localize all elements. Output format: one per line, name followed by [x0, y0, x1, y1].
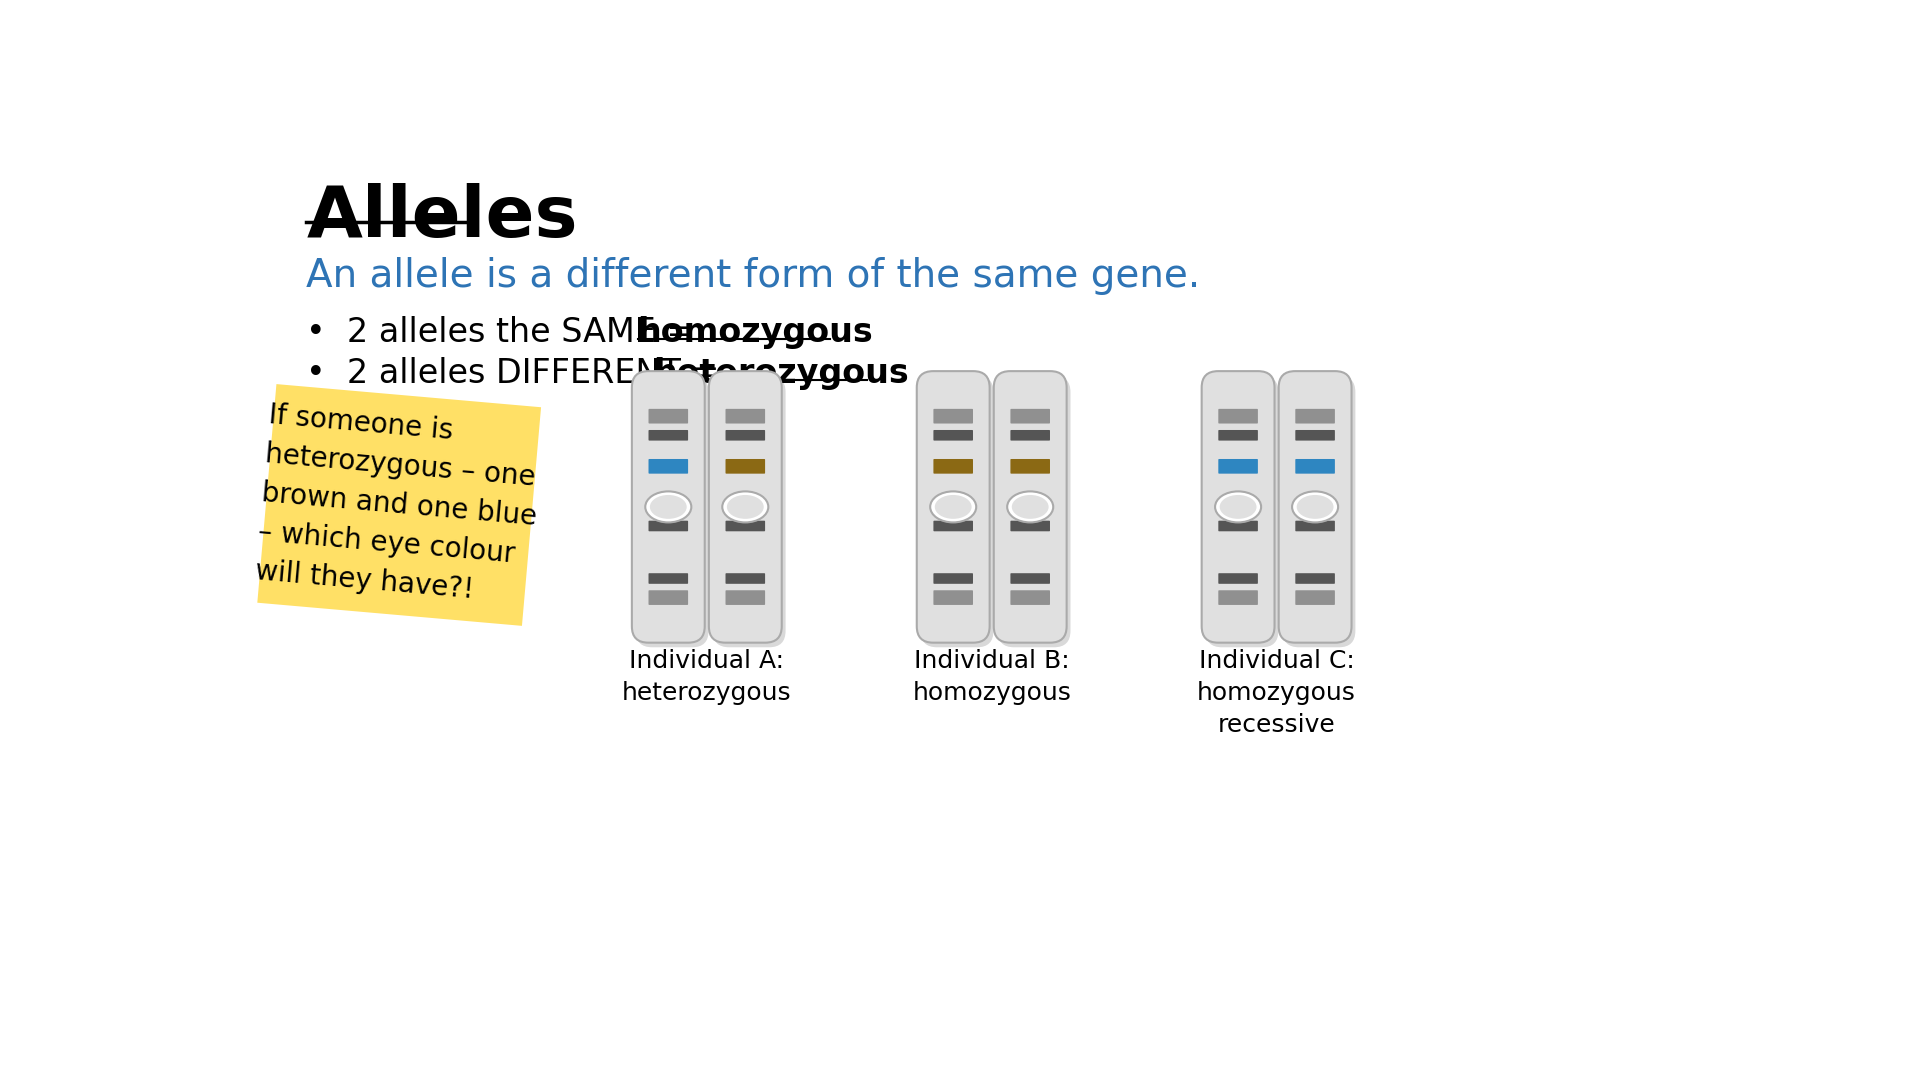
- FancyBboxPatch shape: [1296, 459, 1334, 474]
- FancyBboxPatch shape: [933, 409, 973, 423]
- FancyBboxPatch shape: [995, 372, 1068, 643]
- Text: Individual C:
homozygous
recessive: Individual C: homozygous recessive: [1198, 649, 1356, 737]
- FancyBboxPatch shape: [708, 372, 781, 643]
- Ellipse shape: [728, 495, 764, 518]
- FancyBboxPatch shape: [649, 459, 687, 474]
- Ellipse shape: [1215, 491, 1261, 523]
- Ellipse shape: [1012, 495, 1048, 518]
- FancyBboxPatch shape: [1296, 430, 1334, 441]
- Ellipse shape: [645, 491, 691, 523]
- Text: homozygous: homozygous: [637, 316, 874, 349]
- FancyBboxPatch shape: [1010, 573, 1050, 584]
- FancyBboxPatch shape: [649, 409, 687, 423]
- FancyBboxPatch shape: [916, 372, 989, 643]
- FancyBboxPatch shape: [649, 591, 687, 605]
- FancyBboxPatch shape: [1219, 409, 1258, 423]
- FancyBboxPatch shape: [1296, 521, 1334, 531]
- Ellipse shape: [1296, 495, 1334, 518]
- FancyBboxPatch shape: [1219, 521, 1258, 531]
- Text: An allele is a different form of the same gene.: An allele is a different form of the sam…: [307, 257, 1200, 295]
- Text: •  2 alleles DIFFERENT =: • 2 alleles DIFFERENT =: [307, 356, 730, 390]
- FancyBboxPatch shape: [726, 459, 764, 474]
- FancyBboxPatch shape: [1296, 591, 1334, 605]
- Ellipse shape: [722, 491, 768, 523]
- Text: Alleles: Alleles: [307, 184, 578, 253]
- Text: •  2 alleles the SAME =: • 2 alleles the SAME =: [307, 316, 705, 349]
- FancyBboxPatch shape: [1010, 521, 1050, 531]
- FancyBboxPatch shape: [1219, 591, 1258, 605]
- FancyBboxPatch shape: [649, 521, 687, 531]
- FancyBboxPatch shape: [726, 430, 764, 441]
- Ellipse shape: [649, 495, 687, 518]
- Text: Individual B:
homozygous: Individual B: homozygous: [912, 649, 1071, 705]
- Text: heterozygous: heterozygous: [653, 356, 908, 390]
- FancyBboxPatch shape: [726, 521, 764, 531]
- FancyBboxPatch shape: [1010, 409, 1050, 423]
- FancyBboxPatch shape: [1219, 430, 1258, 441]
- FancyBboxPatch shape: [1219, 573, 1258, 584]
- FancyBboxPatch shape: [1010, 430, 1050, 441]
- FancyBboxPatch shape: [1010, 459, 1050, 474]
- FancyBboxPatch shape: [920, 376, 993, 647]
- Ellipse shape: [1219, 495, 1256, 518]
- FancyBboxPatch shape: [1219, 459, 1258, 474]
- FancyBboxPatch shape: [1283, 376, 1356, 647]
- FancyBboxPatch shape: [636, 376, 708, 647]
- Ellipse shape: [1008, 491, 1054, 523]
- Ellipse shape: [935, 495, 972, 518]
- FancyBboxPatch shape: [1296, 573, 1334, 584]
- FancyBboxPatch shape: [933, 430, 973, 441]
- FancyBboxPatch shape: [1296, 409, 1334, 423]
- FancyBboxPatch shape: [998, 376, 1071, 647]
- FancyBboxPatch shape: [632, 372, 705, 643]
- FancyBboxPatch shape: [1206, 376, 1279, 647]
- FancyBboxPatch shape: [1010, 591, 1050, 605]
- FancyBboxPatch shape: [1279, 372, 1352, 643]
- Ellipse shape: [1292, 491, 1338, 523]
- FancyBboxPatch shape: [726, 573, 764, 584]
- FancyBboxPatch shape: [933, 591, 973, 605]
- FancyBboxPatch shape: [933, 573, 973, 584]
- Text: If someone is
heterozygous – one
brown and one blue
– which eye colour
will they: If someone is heterozygous – one brown a…: [253, 402, 545, 609]
- FancyBboxPatch shape: [933, 459, 973, 474]
- FancyBboxPatch shape: [1202, 372, 1275, 643]
- FancyBboxPatch shape: [933, 521, 973, 531]
- FancyBboxPatch shape: [649, 430, 687, 441]
- FancyBboxPatch shape: [726, 409, 764, 423]
- Text: Individual A:
heterozygous: Individual A: heterozygous: [622, 649, 791, 705]
- FancyBboxPatch shape: [649, 573, 687, 584]
- FancyBboxPatch shape: [712, 376, 785, 647]
- Polygon shape: [257, 384, 541, 625]
- FancyBboxPatch shape: [726, 591, 764, 605]
- Ellipse shape: [929, 491, 975, 523]
